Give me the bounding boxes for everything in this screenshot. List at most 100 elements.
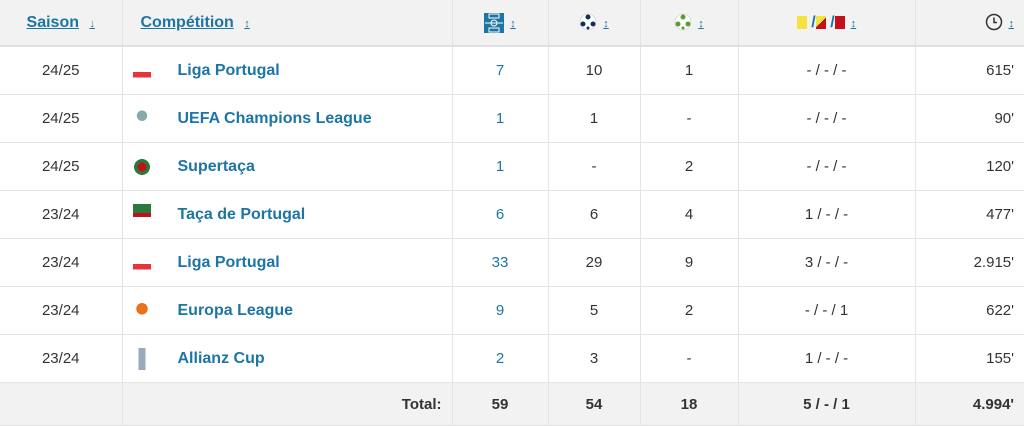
goals-cell: 10 <box>548 46 641 95</box>
competition-sort-link[interactable]: Compétition <box>140 13 234 31</box>
appearances-cell[interactable]: 6 <box>452 190 549 239</box>
minutes-cell: 477' <box>915 190 1024 239</box>
competition-link[interactable]: Liga Portugal <box>177 61 280 79</box>
goals-header[interactable]: ↕ <box>548 0 641 47</box>
header-row: Saison ↓ Compétition ↕ ↕ ↕ ↕ / / ↕ ↕ <box>0 0 1024 47</box>
season-sort-link[interactable]: Saison <box>26 13 79 31</box>
pitch-icon <box>484 12 505 33</box>
separator: / <box>830 13 835 31</box>
competition-logo-icon[interactable] <box>132 155 151 178</box>
competition-link[interactable]: Europa League <box>177 301 294 319</box>
season-cell: 24/25 <box>0 142 123 191</box>
assists-cell: 2 <box>640 142 739 191</box>
cards-cell: 1 / - / - <box>738 190 916 239</box>
total-label: Total: <box>122 382 453 426</box>
second-yellow-card-icon <box>815 15 826 29</box>
assists-cell: 1 <box>640 46 739 95</box>
cards-cell: 1 / - / - <box>738 334 916 383</box>
season-cell: 23/24 <box>0 286 123 335</box>
competition-cell: Europa League <box>122 286 453 335</box>
competition-logo-icon[interactable] <box>132 251 151 274</box>
total-assists: 18 <box>640 382 739 426</box>
table-row: 23/24 Europa League 9 5 2 - / - / 1 622' <box>0 286 1024 335</box>
empty-cell <box>0 382 123 426</box>
cards-cell: - / - / - <box>738 46 916 95</box>
total-apps: 59 <box>452 382 549 426</box>
season-cell: 23/24 <box>0 238 123 287</box>
assists-cell: 4 <box>640 190 739 239</box>
cards-header[interactable]: / / ↕ <box>738 0 916 47</box>
minutes-cell: 615' <box>915 46 1024 95</box>
competition-cell: Taça de Portugal <box>122 190 453 239</box>
sort-down-icon[interactable]: ↓ <box>89 17 95 30</box>
table-row: 23/24 Liga Portugal 33 29 9 3 / - / - 2.… <box>0 238 1024 287</box>
sort-icon[interactable]: ↕ <box>510 17 516 30</box>
assists-cell: - <box>640 94 739 143</box>
minutes-cell: 2.915' <box>915 238 1024 287</box>
assists-cell: 2 <box>640 286 739 335</box>
assists-header[interactable]: ↕ <box>640 0 739 47</box>
minutes-cell: 90' <box>915 94 1024 143</box>
total-row: Total: 59 54 18 5 / - / 1 4.994' <box>0 382 1024 426</box>
sort-icon[interactable]: ↕ <box>244 17 250 30</box>
sort-icon[interactable]: ↕ <box>698 17 704 30</box>
competition-cell: Liga Portugal <box>122 46 453 95</box>
assists-cell: - <box>640 334 739 383</box>
competition-header[interactable]: Compétition ↕ <box>122 0 453 47</box>
competition-logo-icon[interactable] <box>132 299 151 322</box>
clock-icon <box>985 14 1002 31</box>
appearances-cell[interactable]: 33 <box>452 238 549 287</box>
season-cell: 23/24 <box>0 190 123 239</box>
competition-cell: Supertaça <box>122 142 453 191</box>
appearances-header[interactable]: ↕ <box>452 0 549 47</box>
table-row: 24/25 Liga Portugal 7 10 1 - / - / - 615… <box>0 46 1024 95</box>
competition-link[interactable]: Allianz Cup <box>177 349 265 367</box>
assist-ball-icon <box>674 13 692 31</box>
table-row: 23/24 Taça de Portugal 6 6 4 1 / - / - 4… <box>0 190 1024 239</box>
competition-logo-icon[interactable] <box>132 347 151 370</box>
appearances-cell[interactable]: 1 <box>452 94 549 143</box>
appearances-cell[interactable]: 7 <box>452 46 549 95</box>
yellow-card-icon <box>796 15 807 29</box>
minutes-header[interactable]: ↕ <box>915 0 1024 47</box>
cards-cell: - / - / - <box>738 142 916 191</box>
season-cell: 24/25 <box>0 94 123 143</box>
competition-cell: Liga Portugal <box>122 238 453 287</box>
minutes-cell: 120' <box>915 142 1024 191</box>
table-row: 23/24 Allianz Cup 2 3 - 1 / - / - 155' <box>0 334 1024 383</box>
appearances-cell[interactable]: 2 <box>452 334 549 383</box>
cards-cell: 3 / - / - <box>738 238 916 287</box>
goals-cell: 1 <box>548 94 641 143</box>
appearances-cell[interactable]: 1 <box>452 142 549 191</box>
competition-logo-icon[interactable] <box>132 107 151 130</box>
competition-link[interactable]: UEFA Champions League <box>177 109 372 127</box>
competition-logo-icon[interactable] <box>132 203 151 226</box>
competition-link[interactable]: Liga Portugal <box>177 253 280 271</box>
season-header[interactable]: Saison ↓ <box>0 0 123 47</box>
season-cell: 24/25 <box>0 46 123 95</box>
minutes-cell: 622' <box>915 286 1024 335</box>
minutes-cell: 155' <box>915 334 1024 383</box>
appearances-cell[interactable]: 9 <box>452 286 549 335</box>
season-cell: 23/24 <box>0 334 123 383</box>
total-minutes: 4.994' <box>915 382 1024 426</box>
sort-icon[interactable]: ↕ <box>850 17 857 30</box>
goal-ball-icon <box>579 13 597 31</box>
goals-cell: 5 <box>548 286 641 335</box>
competition-cell: UEFA Champions League <box>122 94 453 143</box>
assists-cell: 9 <box>640 238 739 287</box>
competition-cell: Allianz Cup <box>122 334 453 383</box>
goals-cell: 6 <box>548 190 641 239</box>
sort-icon[interactable]: ↕ <box>1008 17 1015 30</box>
table-row: 24/25 UEFA Champions League 1 1 - - / - … <box>0 94 1024 143</box>
separator: / <box>811 13 816 31</box>
goals-cell: 3 <box>548 334 641 383</box>
competition-logo-icon[interactable] <box>132 59 151 82</box>
sort-icon[interactable]: ↕ <box>603 17 609 30</box>
competition-link[interactable]: Supertaça <box>177 157 255 175</box>
total-cards: 5 / - / 1 <box>738 382 916 426</box>
competition-link[interactable]: Taça de Portugal <box>177 205 306 223</box>
table-row: 24/25 Supertaça 1 - 2 - / - / - 120' <box>0 142 1024 191</box>
cards-cell: - / - / 1 <box>738 286 916 335</box>
